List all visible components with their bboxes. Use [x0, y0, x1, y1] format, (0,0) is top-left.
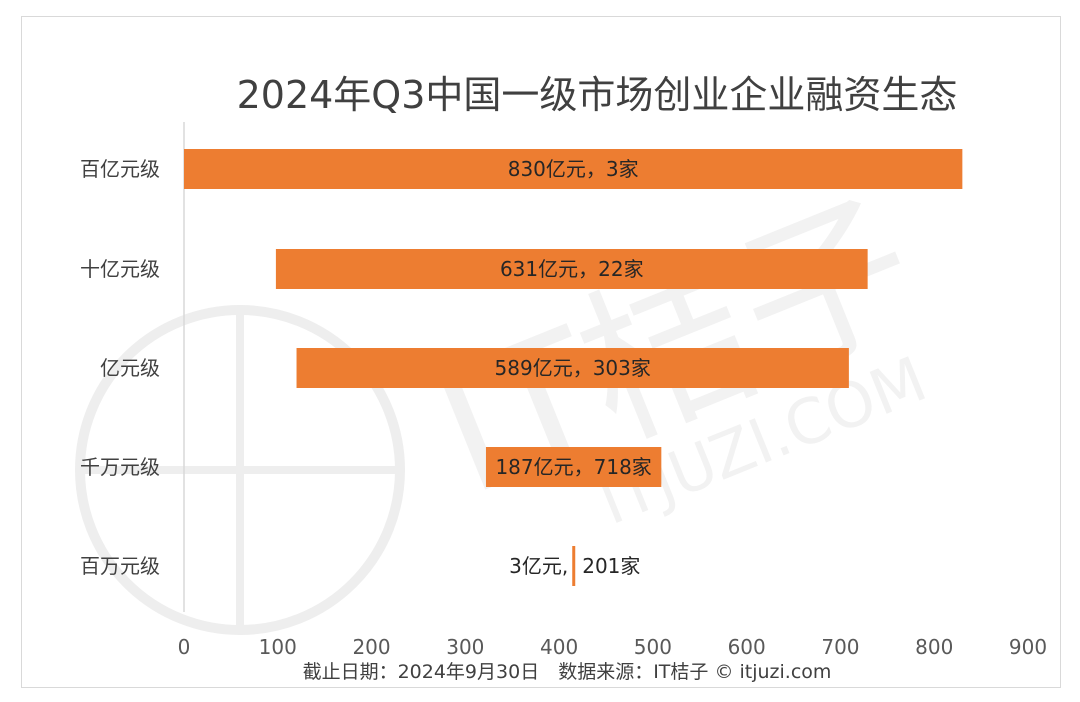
category-label: 百万元级 — [80, 554, 160, 578]
bar — [184, 149, 963, 189]
data-label: 830亿元，3家 — [508, 157, 639, 181]
data-label: 631亿元，22家 — [500, 257, 644, 281]
data-labels: 830亿元，3家 631亿元，22家 589亿元，303家 187亿元，718家 3亿元… — [495, 157, 652, 578]
x-tick-label: 0 — [178, 635, 191, 659]
data-label: 201家 — [582, 554, 640, 578]
bar — [572, 546, 576, 586]
category-label: 千万元级 — [80, 455, 160, 479]
x-tick-label: 600 — [728, 635, 766, 659]
x-tick-label: 400 — [540, 635, 578, 659]
bar — [485, 447, 662, 487]
bar — [296, 348, 849, 388]
x-tick-label: 200 — [352, 635, 390, 659]
data-label: 3亿元, — [509, 554, 568, 578]
bar — [275, 249, 868, 289]
source-note: 截止日期：2024年9月30日 数据来源：IT桔子 © itjuzi.com — [303, 661, 832, 683]
x-tick-label: 900 — [1009, 635, 1047, 659]
bars-group — [184, 149, 963, 586]
data-label: 187亿元，718家 — [495, 455, 651, 479]
category-label: 十亿元级 — [80, 257, 160, 281]
x-tick-label: 300 — [446, 635, 484, 659]
x-tick-label: 700 — [821, 635, 859, 659]
data-label: 589亿元，303家 — [495, 356, 651, 380]
x-tick-label: 100 — [259, 635, 297, 659]
category-label: 亿元级 — [100, 356, 160, 380]
x-tick-label: 800 — [915, 635, 953, 659]
x-tick-labels: 0 100 200 300 400 500 600 700 800 900 — [178, 635, 1047, 659]
x-tick-label: 500 — [634, 635, 672, 659]
category-label: 百亿元级 — [80, 157, 160, 181]
chart-title: 2024年Q3中国一级市场创业企业融资生态 — [237, 73, 958, 117]
